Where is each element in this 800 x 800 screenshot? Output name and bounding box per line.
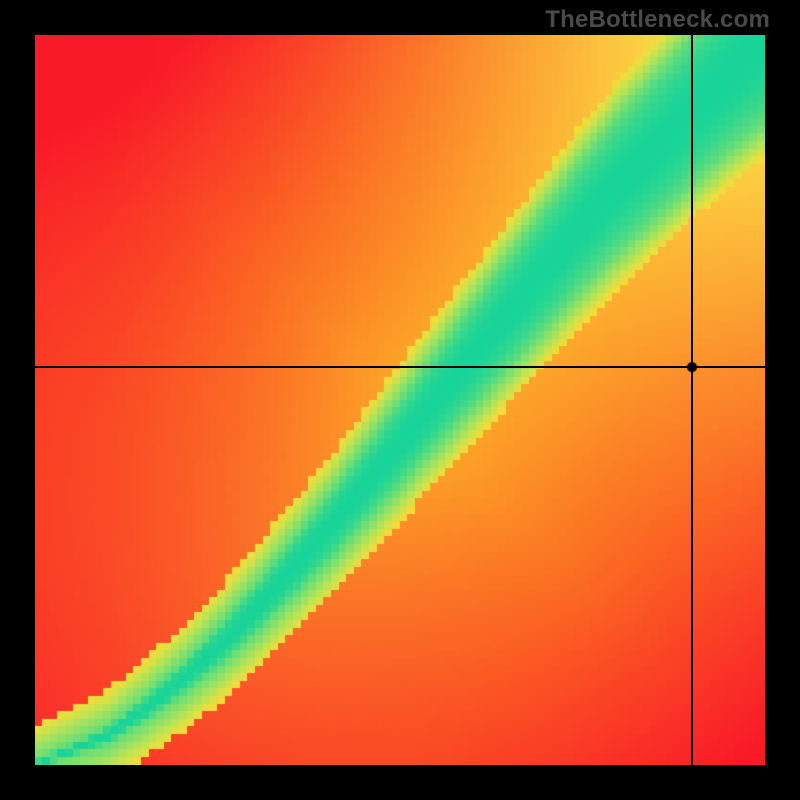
chart-container: { "image": { "width_px": 800, "height_px… [0, 0, 800, 800]
watermark-text: TheBottleneck.com [545, 6, 770, 34]
crosshair-marker [0, 0, 800, 800]
